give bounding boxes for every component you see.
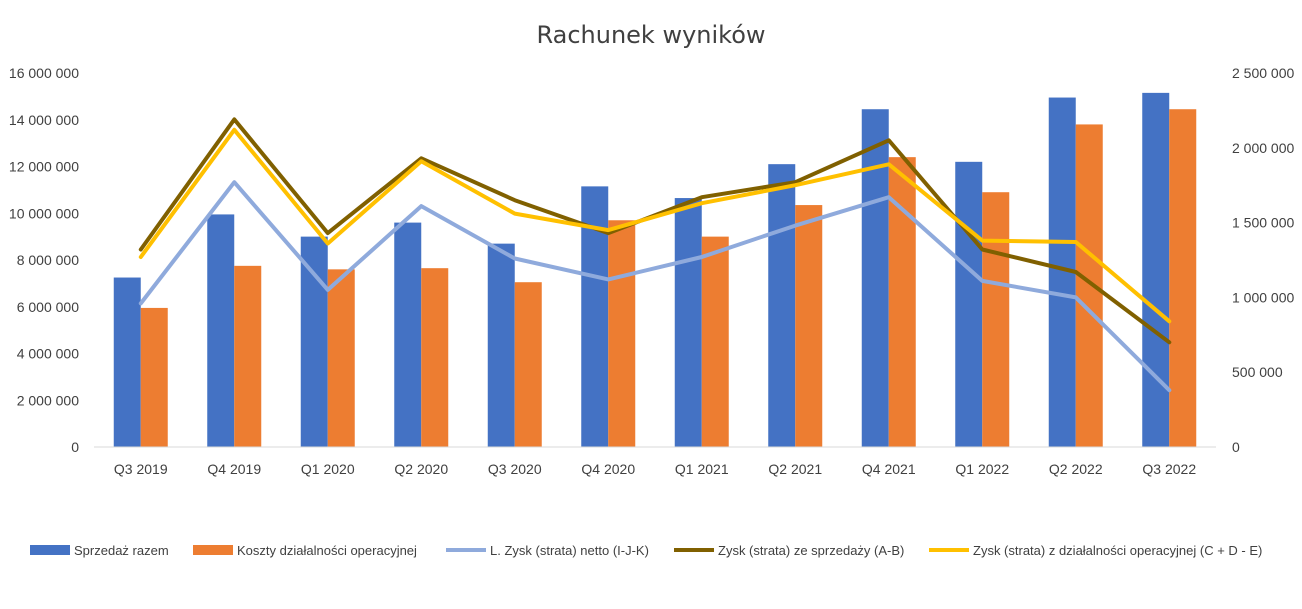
bar-koszty (234, 265, 262, 447)
left-axis-tick-label: 8 000 000 (17, 252, 79, 268)
bar-sprzedaz (207, 214, 235, 447)
x-axis-tick-label: Q3 2019 (114, 461, 168, 477)
line-series-group (138, 117, 1172, 393)
bar-sprzedaz (674, 198, 702, 447)
legend-swatch (193, 545, 233, 555)
x-axis-tick-label: Q1 2021 (675, 461, 729, 477)
x-axis-tick-label: Q1 2022 (955, 461, 1009, 477)
legend-item-koszty-label: Koszty działalności operacyjnej (237, 543, 417, 558)
bar-koszty (888, 157, 916, 447)
bar-series-group (113, 92, 1197, 448)
left-axis-tick-label: 10 000 000 (9, 205, 79, 221)
left-axis-tick-label: 12 000 000 (9, 159, 79, 175)
bar-sprzedaz (1142, 92, 1170, 448)
x-axis-tick-label: Q3 2022 (1142, 461, 1196, 477)
x-axis-tick-label: Q4 2020 (581, 461, 635, 477)
legend-item-sprzedaz-label: Sprzedaż razem (74, 543, 169, 558)
line-zysk-sprzedaz (138, 117, 1172, 345)
legend-item-zysk-sprzedaz-label: Zysk (strata) ze sprzedaży (A-B) (718, 543, 904, 558)
x-axis-tick-label: Q4 2021 (862, 461, 916, 477)
bar-koszty (1169, 109, 1197, 447)
bar-koszty (1075, 124, 1103, 448)
legend: Sprzedaż razem Koszty działalności operac… (30, 543, 1262, 558)
x-axis-tick-label: Q2 2020 (394, 461, 448, 477)
right-axis-tick-label: 1 000 000 (1232, 289, 1294, 305)
bar-koszty (701, 236, 729, 447)
bar-sprzedaz (300, 236, 328, 447)
right-axis-tick-label: 1 500 000 (1232, 215, 1294, 231)
bar-koszty (327, 269, 355, 447)
right-axis-tick-label: 2 000 000 (1232, 140, 1294, 156)
bar-koszty (982, 192, 1010, 447)
bar-sprzedaz (113, 277, 141, 447)
left-axis-tick-label: 0 (71, 439, 79, 455)
right-axis-tick-label: 500 000 (1232, 364, 1283, 380)
right-axis: 0 500 000 1 000 000 1 500 000 2 000 000 2 500… (1232, 65, 1294, 455)
x-axis-tick-label: Q3 2020 (488, 461, 542, 477)
left-axis-tick-label: 16 000 000 (9, 65, 79, 81)
right-axis-tick-label: 0 (1232, 439, 1240, 455)
bar-sprzedaz (955, 161, 983, 447)
legend-item-zysk-operacyjny-label: Zysk (strata) z działalności operacyjnej… (973, 543, 1262, 558)
x-axis-tick-label: Q4 2019 (207, 461, 261, 477)
bar-sprzedaz (394, 222, 422, 447)
legend-swatch (30, 545, 70, 555)
bar-sprzedaz (768, 164, 796, 447)
x-axis: Q3 2019 Q4 2019 Q1 2020 Q2 2020 Q3 2020 Q4 20… (114, 461, 1196, 477)
bar-koszty (795, 205, 823, 447)
bar-koszty (608, 220, 636, 447)
x-axis-tick-label: Q2 2022 (1049, 461, 1103, 477)
chart-title: Rachunek wyników (536, 21, 765, 49)
bar-sprzedaz (861, 109, 889, 447)
right-axis-tick-label: 2 500 000 (1232, 65, 1294, 81)
bar-koszty (514, 282, 542, 447)
line-zysk-operacyjny (138, 127, 1172, 324)
left-axis-tick-label: 2 000 000 (17, 392, 79, 408)
line-zysk-netto (138, 180, 1172, 393)
left-axis: 0 2 000 000 4 000 000 6 000 000 8 000 000 10 … (9, 65, 79, 455)
legend-item-zysk-netto-label: L. Zysk (strata) netto (I-J-K) (490, 543, 649, 558)
bar-sprzedaz (487, 243, 515, 447)
bar-koszty (140, 307, 168, 447)
left-axis-tick-label: 4 000 000 (17, 346, 79, 362)
x-axis-tick-label: Q2 2021 (768, 461, 822, 477)
left-axis-tick-label: 14 000 000 (9, 112, 79, 128)
bar-koszty (421, 268, 449, 447)
x-axis-tick-label: Q1 2020 (301, 461, 355, 477)
left-axis-tick-label: 6 000 000 (17, 299, 79, 315)
